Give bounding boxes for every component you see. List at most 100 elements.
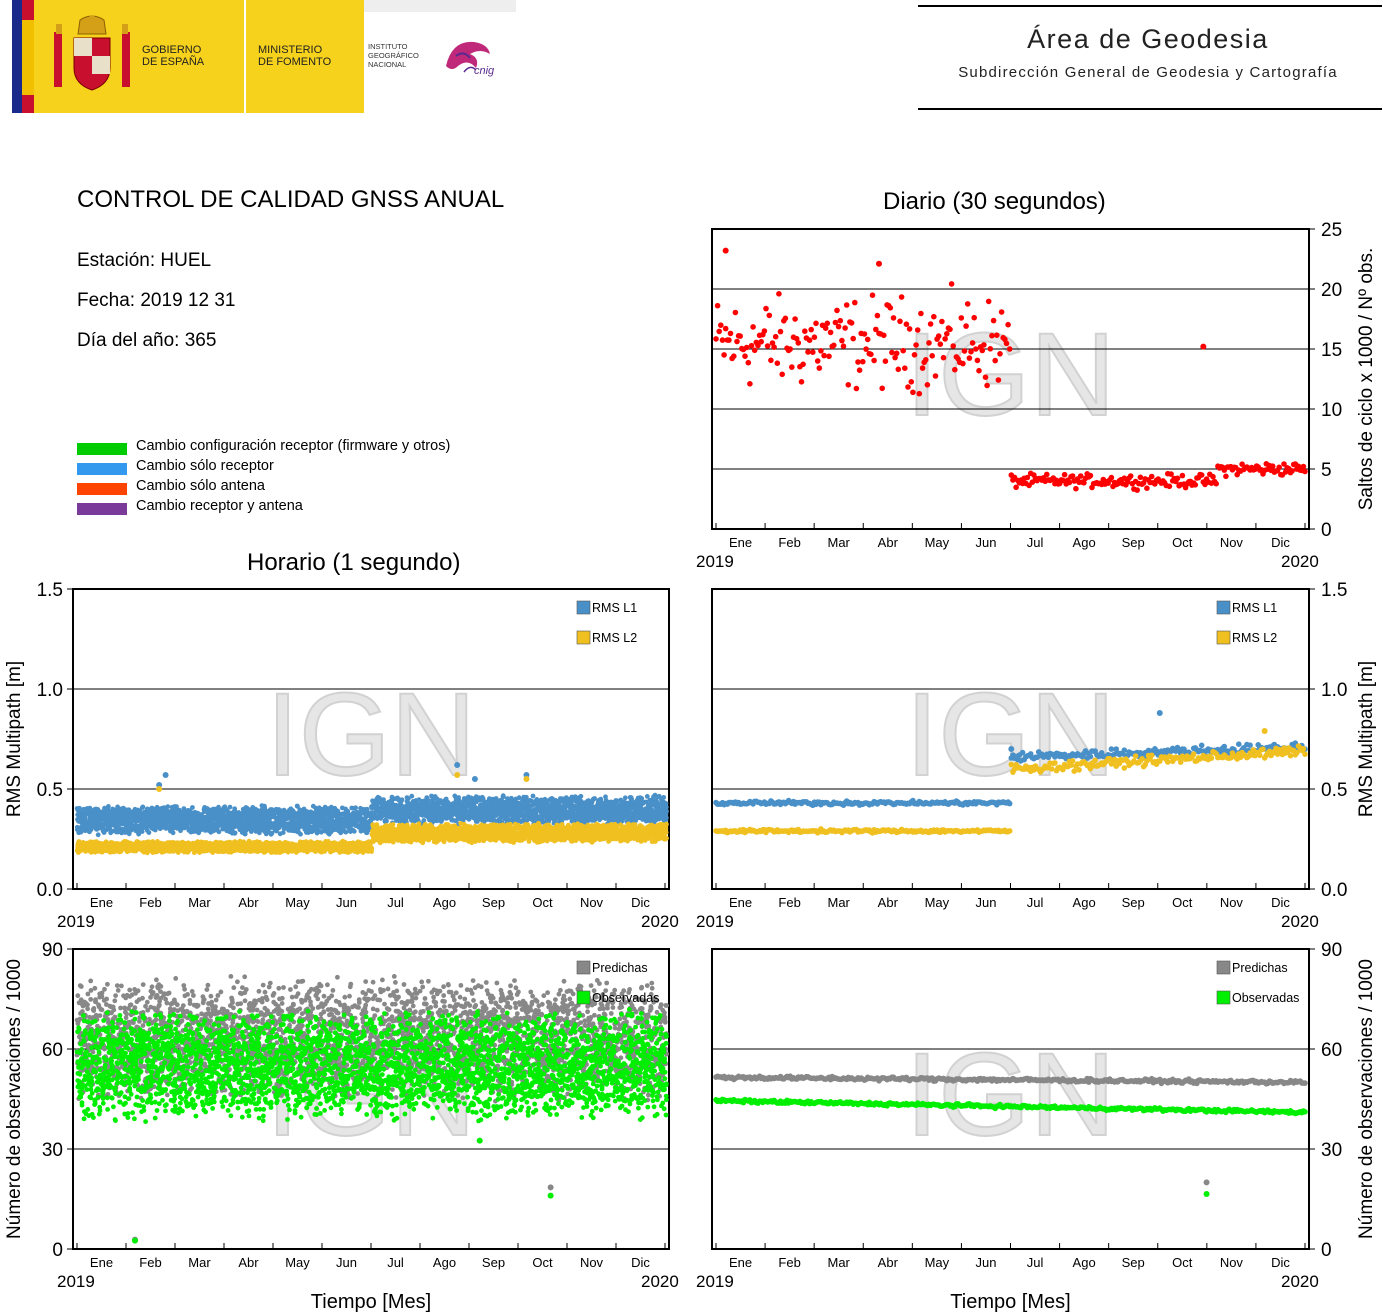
data-point (805, 349, 811, 355)
data-point (989, 332, 995, 339)
data-point (1300, 463, 1307, 470)
data-point (798, 379, 805, 385)
gobierno-line1: GOBIERNO (142, 44, 202, 56)
month-label: Ene (729, 535, 752, 550)
data-point (860, 358, 866, 365)
gobierno-logo-box (34, 0, 244, 113)
doy-label: Día del año: 365 (77, 330, 217, 351)
data-point (1066, 479, 1073, 486)
year-start-label: 2019 (696, 552, 734, 571)
coat-of-arms-icon (54, 15, 130, 91)
data-point (716, 328, 722, 335)
data-point (837, 317, 844, 324)
data-point (994, 332, 1000, 339)
data-point (982, 374, 989, 381)
data-point (661, 795, 667, 800)
data-point (714, 302, 721, 309)
data-point (995, 377, 1002, 383)
data-point (942, 336, 948, 342)
data-point (831, 342, 837, 349)
data-point (409, 793, 415, 799)
data-point (622, 795, 628, 801)
month-label: Oct (1172, 535, 1193, 550)
data-point (964, 301, 971, 307)
data-point (768, 357, 774, 364)
data-point (789, 364, 795, 370)
data-point (1081, 480, 1087, 486)
data-point (1223, 473, 1229, 480)
month-label: Ago (1073, 535, 1096, 550)
instituto-line1: INSTITUTO (368, 42, 408, 51)
data-point (732, 309, 739, 316)
data-point (895, 366, 902, 373)
data-point (345, 808, 351, 814)
data-point (1192, 482, 1199, 488)
instituto-line2: GEOGRÁFICO (368, 51, 419, 60)
data-point (889, 349, 895, 356)
data-point (766, 312, 773, 319)
data-point (769, 340, 776, 346)
data-point (932, 373, 939, 379)
data-point (87, 805, 93, 811)
data-point (743, 344, 750, 351)
data-point (364, 806, 370, 812)
data-point (802, 328, 808, 335)
data-point (1174, 475, 1181, 482)
data-point (911, 352, 918, 358)
data-point (1060, 477, 1066, 484)
gobierno-text: GOBIERNO DE ESPAÑA (142, 44, 204, 68)
data-point (1281, 461, 1287, 467)
data-point (892, 354, 898, 361)
data-point (835, 323, 842, 330)
legend-swatch-blue (77, 463, 127, 475)
data-point (761, 328, 768, 334)
data-point (968, 348, 974, 355)
data-point (974, 357, 981, 364)
data-point (981, 342, 987, 348)
ministerio-line1: MINISTERIO (258, 44, 323, 56)
data-point (663, 801, 669, 806)
data-point (793, 335, 800, 342)
ministerio-text: MINISTERIO DE FOMENTO (258, 44, 331, 68)
data-point (973, 346, 979, 352)
outlier-point (875, 260, 882, 267)
data-point (1148, 473, 1155, 480)
data-points (713, 247, 1308, 493)
data-point (913, 342, 919, 348)
data-point (751, 347, 758, 354)
data-point (351, 828, 357, 834)
data-point (924, 382, 931, 388)
data-point (935, 333, 942, 339)
data-point (944, 331, 950, 337)
data-point (903, 321, 910, 328)
data-point (821, 352, 827, 359)
data-point (713, 336, 719, 342)
data-point (947, 326, 953, 333)
instituto-line3: NACIONAL (368, 60, 407, 69)
data-point (863, 346, 869, 352)
data-point (139, 829, 145, 834)
data-point (1144, 485, 1150, 492)
data-point (663, 815, 669, 821)
data-point (106, 804, 111, 809)
month-label: Dic (1271, 535, 1290, 550)
cnig-text: cnig (474, 65, 495, 77)
data-point (952, 366, 958, 373)
data-point (834, 307, 840, 314)
data-point (879, 385, 885, 392)
data-point (1166, 483, 1173, 490)
data-point (242, 831, 248, 837)
data-point (1044, 471, 1050, 478)
data-point (916, 390, 923, 397)
y-axis-label: Saltos de ciclo x 1000 / Nº obs. (1356, 248, 1377, 511)
data-point (960, 360, 966, 367)
data-point (77, 805, 82, 811)
data-point (839, 337, 845, 344)
data-point (881, 332, 887, 339)
series-0 (713, 247, 1308, 493)
data-point (737, 333, 743, 339)
data-point (961, 348, 968, 354)
data-point (958, 315, 965, 321)
